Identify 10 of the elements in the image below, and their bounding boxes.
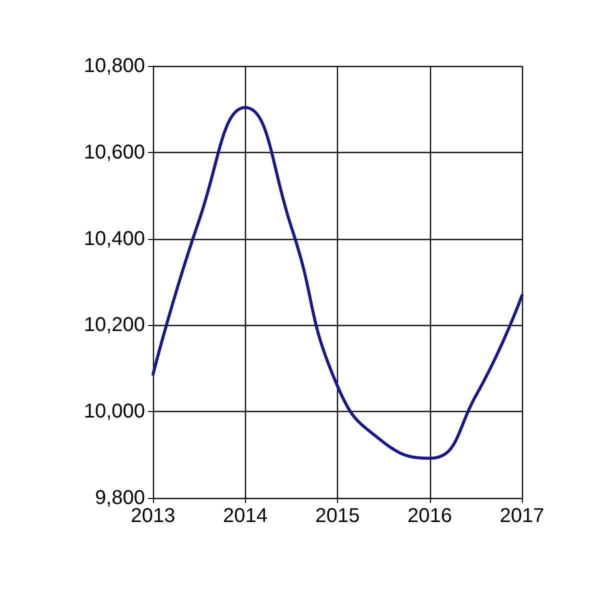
y-tick-label: 10,400 <box>84 228 145 250</box>
x-tick-label: 2017 <box>500 505 544 527</box>
line-series <box>152 106 524 460</box>
y-tick-label: 10,600 <box>84 141 145 164</box>
y-tick-label: 10,200 <box>84 314 145 336</box>
y-tick-label: 10,800 <box>84 55 145 77</box>
x-tick-label: 2014 <box>223 505 268 527</box>
x-tick-label: 2015 <box>315 505 360 527</box>
y-tick-label: 10,000 <box>84 400 145 423</box>
x-tick-label: 2016 <box>408 505 452 527</box>
